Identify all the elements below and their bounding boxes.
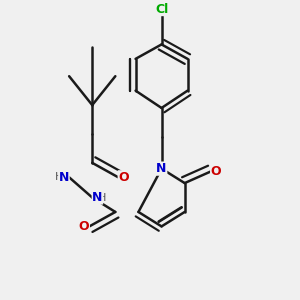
Text: O: O (79, 220, 89, 233)
Text: H: H (55, 172, 63, 182)
Text: Cl: Cl (155, 2, 168, 16)
Text: N: N (92, 191, 103, 204)
Text: O: O (211, 165, 221, 178)
Text: N: N (59, 171, 69, 184)
Text: H: H (98, 193, 106, 202)
Text: N: N (156, 162, 167, 175)
Text: O: O (118, 171, 129, 184)
